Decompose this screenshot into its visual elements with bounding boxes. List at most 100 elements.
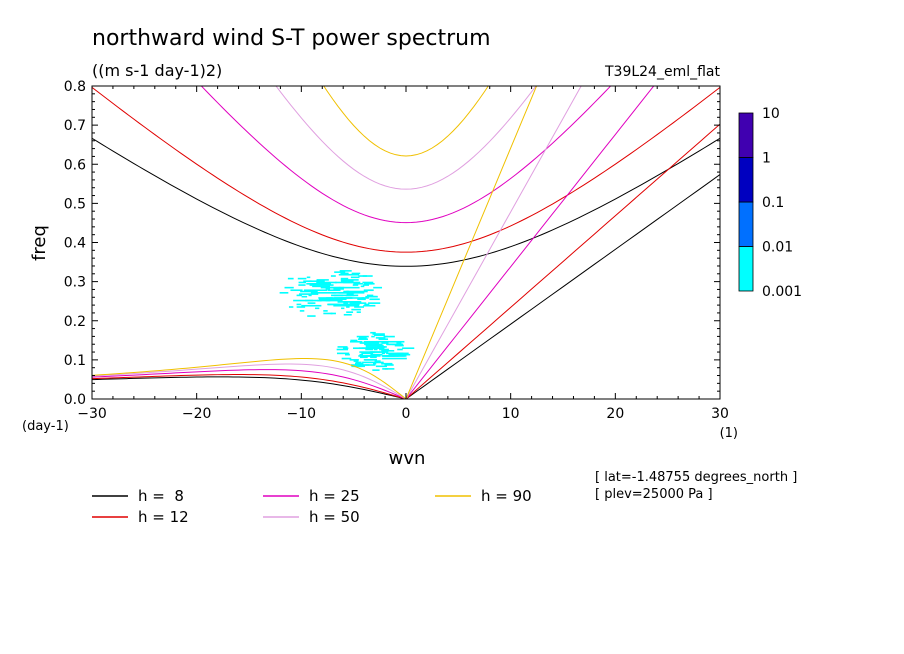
power-cell (339, 270, 352, 272)
power-cell (384, 368, 395, 370)
power-cell (347, 273, 360, 276)
colorbar-swatch (738, 246, 754, 292)
dispersion-curve-h90 (92, 86, 538, 399)
power-cell (381, 349, 395, 352)
power-region (336, 331, 415, 371)
power-cell (296, 306, 306, 308)
power-cell (346, 290, 368, 293)
power-cell (373, 286, 383, 289)
power-cell (343, 313, 352, 316)
power-cell (346, 293, 354, 295)
power-cell (296, 294, 302, 297)
info-lat: [ lat=-1.48755 degrees_north ] (595, 470, 797, 485)
power-cell (344, 301, 359, 303)
dispersion-curve-h8 (92, 137, 720, 399)
x-tick-label: 30 (711, 406, 729, 422)
power-cell (365, 346, 387, 348)
power-cell (394, 344, 404, 347)
power-region (279, 270, 383, 317)
power-cell (359, 347, 367, 350)
colorbar-label: 1 (762, 151, 771, 167)
gravity-wave-curve (92, 137, 720, 267)
power-cell (362, 361, 384, 364)
power-cell (356, 311, 361, 313)
power-cell (337, 301, 346, 303)
power-cell (386, 355, 399, 357)
legend-label-h8: h = 8 (138, 487, 184, 505)
power-cell (374, 360, 381, 362)
power-cell (352, 284, 359, 286)
power-cell (375, 337, 386, 339)
y-unit-label: (day-1) (22, 419, 69, 434)
power-cell (356, 335, 369, 338)
power-cell (288, 306, 294, 308)
power-cell (381, 362, 393, 365)
power-cell (326, 297, 352, 299)
power-cell (397, 348, 403, 351)
power-cell (357, 298, 366, 301)
power-cell (383, 342, 389, 344)
chart-title: northward wind S-T power spectrum (92, 26, 491, 51)
power-cell (335, 281, 353, 284)
colorbar-swatch (738, 157, 754, 203)
power-cell (358, 355, 377, 357)
power-cell (316, 281, 337, 284)
power-cell (318, 297, 333, 299)
rossby-wave-curve (92, 363, 407, 399)
power-cell (369, 351, 381, 353)
legend-label-h90: h = 90 (481, 487, 532, 505)
power-cell (299, 310, 305, 312)
power-cell (350, 339, 358, 342)
x-tick-label: −10 (287, 406, 317, 422)
y-tick-label: 0.4 (64, 236, 86, 252)
power-cell (300, 290, 318, 293)
power-cell (301, 304, 313, 307)
experiment-label: T39L24_eml_flat (604, 64, 721, 80)
power-cell (356, 281, 361, 284)
power-cell (354, 302, 367, 304)
power-cell (343, 303, 360, 306)
power-cell (359, 351, 375, 353)
power-cell (358, 275, 367, 277)
power-cell (301, 295, 308, 298)
power-cell (310, 292, 336, 294)
legend-label-h25: h = 25 (309, 487, 360, 505)
power-cell (365, 348, 374, 351)
power-cell (379, 340, 405, 343)
power-cell (325, 299, 331, 302)
x-tick-labels: −30 −20 −10 0 10 20 30 (77, 406, 729, 422)
power-cell (359, 353, 364, 356)
power-cell (320, 286, 333, 289)
y-tick-labels: 0.0 0.1 0.2 0.3 0.4 0.5 0.6 0.7 0.8 (64, 79, 86, 408)
power-cell (306, 276, 311, 279)
colorbar-label: 10 (762, 106, 780, 122)
power-cell (349, 359, 359, 361)
power-cell (368, 302, 381, 304)
power-cell (279, 292, 289, 294)
power-cell (309, 280, 318, 282)
power-cell (378, 338, 389, 340)
power-cell (298, 284, 306, 286)
power-cell (315, 307, 320, 310)
power-cell (382, 365, 387, 368)
colorbar-label: 0.1 (762, 195, 784, 211)
power-cell (328, 303, 340, 306)
power-cell (330, 275, 336, 277)
x-tick-label: 0 (402, 406, 411, 422)
dispersion-curve-h12 (92, 86, 720, 399)
power-cell (384, 364, 394, 366)
power-cell (359, 356, 368, 359)
power-cell (350, 340, 363, 343)
power-cell (354, 306, 365, 308)
power-cell (342, 272, 349, 275)
power-cell (290, 289, 303, 292)
power-cell (381, 352, 386, 355)
power-cell (305, 299, 321, 302)
power-cell (379, 348, 389, 351)
power-cell (353, 365, 361, 368)
legend-label-h50: h = 50 (309, 508, 360, 526)
power-cell (362, 275, 373, 277)
power-cell (350, 364, 363, 366)
power-cell (297, 277, 307, 280)
